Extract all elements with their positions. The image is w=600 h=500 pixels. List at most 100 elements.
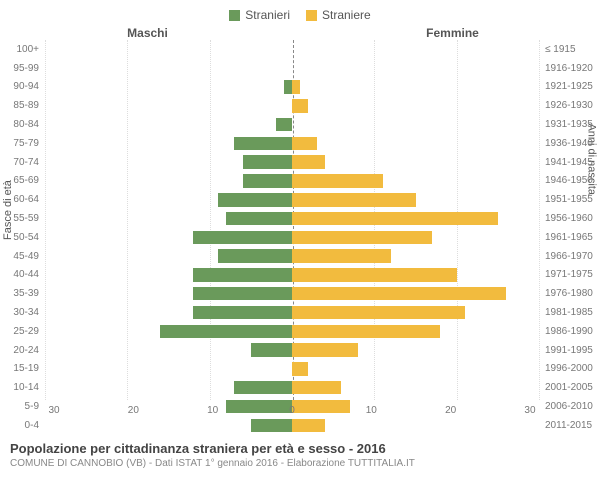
- bar-male: [218, 193, 292, 207]
- birth-year-label: 2001-2005: [539, 382, 599, 393]
- age-label: 95-99: [0, 63, 45, 74]
- bar-female: [292, 306, 465, 320]
- pyramid-row: 85-891926-1930: [0, 96, 600, 115]
- birth-year-label: 1966-1970: [539, 251, 599, 262]
- birth-year-label: ≤ 1915: [539, 44, 599, 55]
- x-tick-label: 0: [283, 405, 301, 425]
- bar-zone-female: [292, 78, 539, 97]
- pyramid-row: 95-991916-1920: [0, 59, 600, 78]
- birth-year-label: 2011-2015: [539, 420, 599, 431]
- bar-female: [292, 231, 432, 245]
- bar-zone-male: [45, 115, 292, 134]
- bar-zone-male: [45, 378, 292, 397]
- bar-zone-female: [292, 341, 539, 360]
- pyramid-row: 70-74 1941-1945: [0, 153, 600, 172]
- bar-zone-female: [292, 303, 539, 322]
- x-tick-label: 30: [45, 405, 63, 425]
- pyramid-row: 25-291986-1990: [0, 322, 600, 341]
- x-tick-label: 30: [521, 405, 539, 425]
- header-female: Femmine: [350, 26, 600, 40]
- bar-female: [292, 193, 416, 207]
- pyramid-row: 100+ ≤ 1915: [0, 40, 600, 59]
- bar-female: [292, 155, 325, 169]
- bar-female: [292, 325, 440, 339]
- birth-year-label: 1986-1990: [539, 326, 599, 337]
- pyramid-row: 60-641951-1955: [0, 190, 600, 209]
- bar-zone-female: [292, 378, 539, 397]
- bar-male: [251, 343, 292, 357]
- bar-zone-male: [45, 59, 292, 78]
- birth-year-label: 1996-2000: [539, 363, 599, 374]
- pyramid-row: 75-791936-1940: [0, 134, 600, 153]
- legend-swatch-female: [306, 10, 317, 21]
- age-label: 15-19: [0, 363, 45, 374]
- pyramid-row: 15-19 1996-2000: [0, 360, 600, 379]
- bar-female: [292, 80, 300, 94]
- bar-zone-female: [292, 360, 539, 379]
- bar-male: [243, 174, 292, 188]
- bar-zone-male: [45, 247, 292, 266]
- bar-zone-male: [45, 40, 292, 59]
- birth-year-label: 1951-1955: [539, 194, 599, 205]
- bar-zone-female: [292, 59, 539, 78]
- footer: Popolazione per cittadinanza straniera p…: [0, 435, 600, 469]
- bar-male: [193, 306, 292, 320]
- birth-year-label: 1961-1965: [539, 232, 599, 243]
- birth-year-label: 1956-1960: [539, 213, 599, 224]
- bar-zone-male: [45, 322, 292, 341]
- bar-male: [193, 231, 292, 245]
- birth-year-label: 1976-1980: [539, 288, 599, 299]
- age-label: 50-54: [0, 232, 45, 243]
- pyramid-row: 40-441971-1975: [0, 266, 600, 285]
- age-label: 10-14: [0, 382, 45, 393]
- x-tick-label: 20: [124, 405, 142, 425]
- birth-year-label: 1991-1995: [539, 345, 599, 356]
- bar-zone-male: [45, 172, 292, 191]
- birth-year-label: 1941-1945: [539, 157, 599, 168]
- chart-subtitle: COMUNE DI CANNOBIO (VB) - Dati ISTAT 1° …: [10, 458, 590, 469]
- bar-male: [284, 80, 292, 94]
- bar-zone-male: [45, 303, 292, 322]
- birth-year-label: 1926-1930: [539, 100, 599, 111]
- bar-zone-female: [292, 153, 539, 172]
- bar-zone-male: [45, 209, 292, 228]
- bar-zone-male: [45, 266, 292, 285]
- age-label: 0-4: [0, 420, 45, 431]
- age-label: 70-74: [0, 157, 45, 168]
- chart-area: Fasce di età Anni di nascita 100+≤ 19159…: [0, 40, 600, 435]
- bar-male: [243, 155, 292, 169]
- bar-male: [226, 212, 292, 226]
- bar-zone-female: [292, 209, 539, 228]
- bar-zone-male: [45, 284, 292, 303]
- pyramid-row: 50-54 1961-1965: [0, 228, 600, 247]
- bar-female: [292, 99, 308, 113]
- age-label: 100+: [0, 44, 45, 55]
- bar-male: [160, 325, 292, 339]
- bar-zone-female: [292, 115, 539, 134]
- bar-female: [292, 212, 498, 226]
- age-label: 55-59: [0, 213, 45, 224]
- birth-year-label: 1981-1985: [539, 307, 599, 318]
- bar-zone-female: [292, 172, 539, 191]
- bar-zone-female: [292, 247, 539, 266]
- bar-zone-male: [45, 96, 292, 115]
- header-male: Maschi: [0, 26, 250, 40]
- bar-zone-male: [45, 153, 292, 172]
- bar-female: [292, 381, 341, 395]
- legend-label-male: Stranieri: [245, 8, 290, 22]
- bar-zone-male: [45, 341, 292, 360]
- bar-male: [234, 137, 292, 151]
- pyramid-row: 10-14 2001-2005: [0, 378, 600, 397]
- age-label: 30-34: [0, 307, 45, 318]
- bar-female: [292, 174, 383, 188]
- bar-zone-female: [292, 96, 539, 115]
- bar-zone-male: [45, 78, 292, 97]
- bar-female: [292, 343, 358, 357]
- age-label: 80-84: [0, 119, 45, 130]
- bar-zone-female: [292, 190, 539, 209]
- bar-zone-female: [292, 284, 539, 303]
- pyramid-row: 45-491966-1970: [0, 247, 600, 266]
- x-tick-label: 10: [204, 405, 222, 425]
- bar-female: [292, 249, 391, 263]
- legend-item-female: Straniere: [306, 8, 371, 22]
